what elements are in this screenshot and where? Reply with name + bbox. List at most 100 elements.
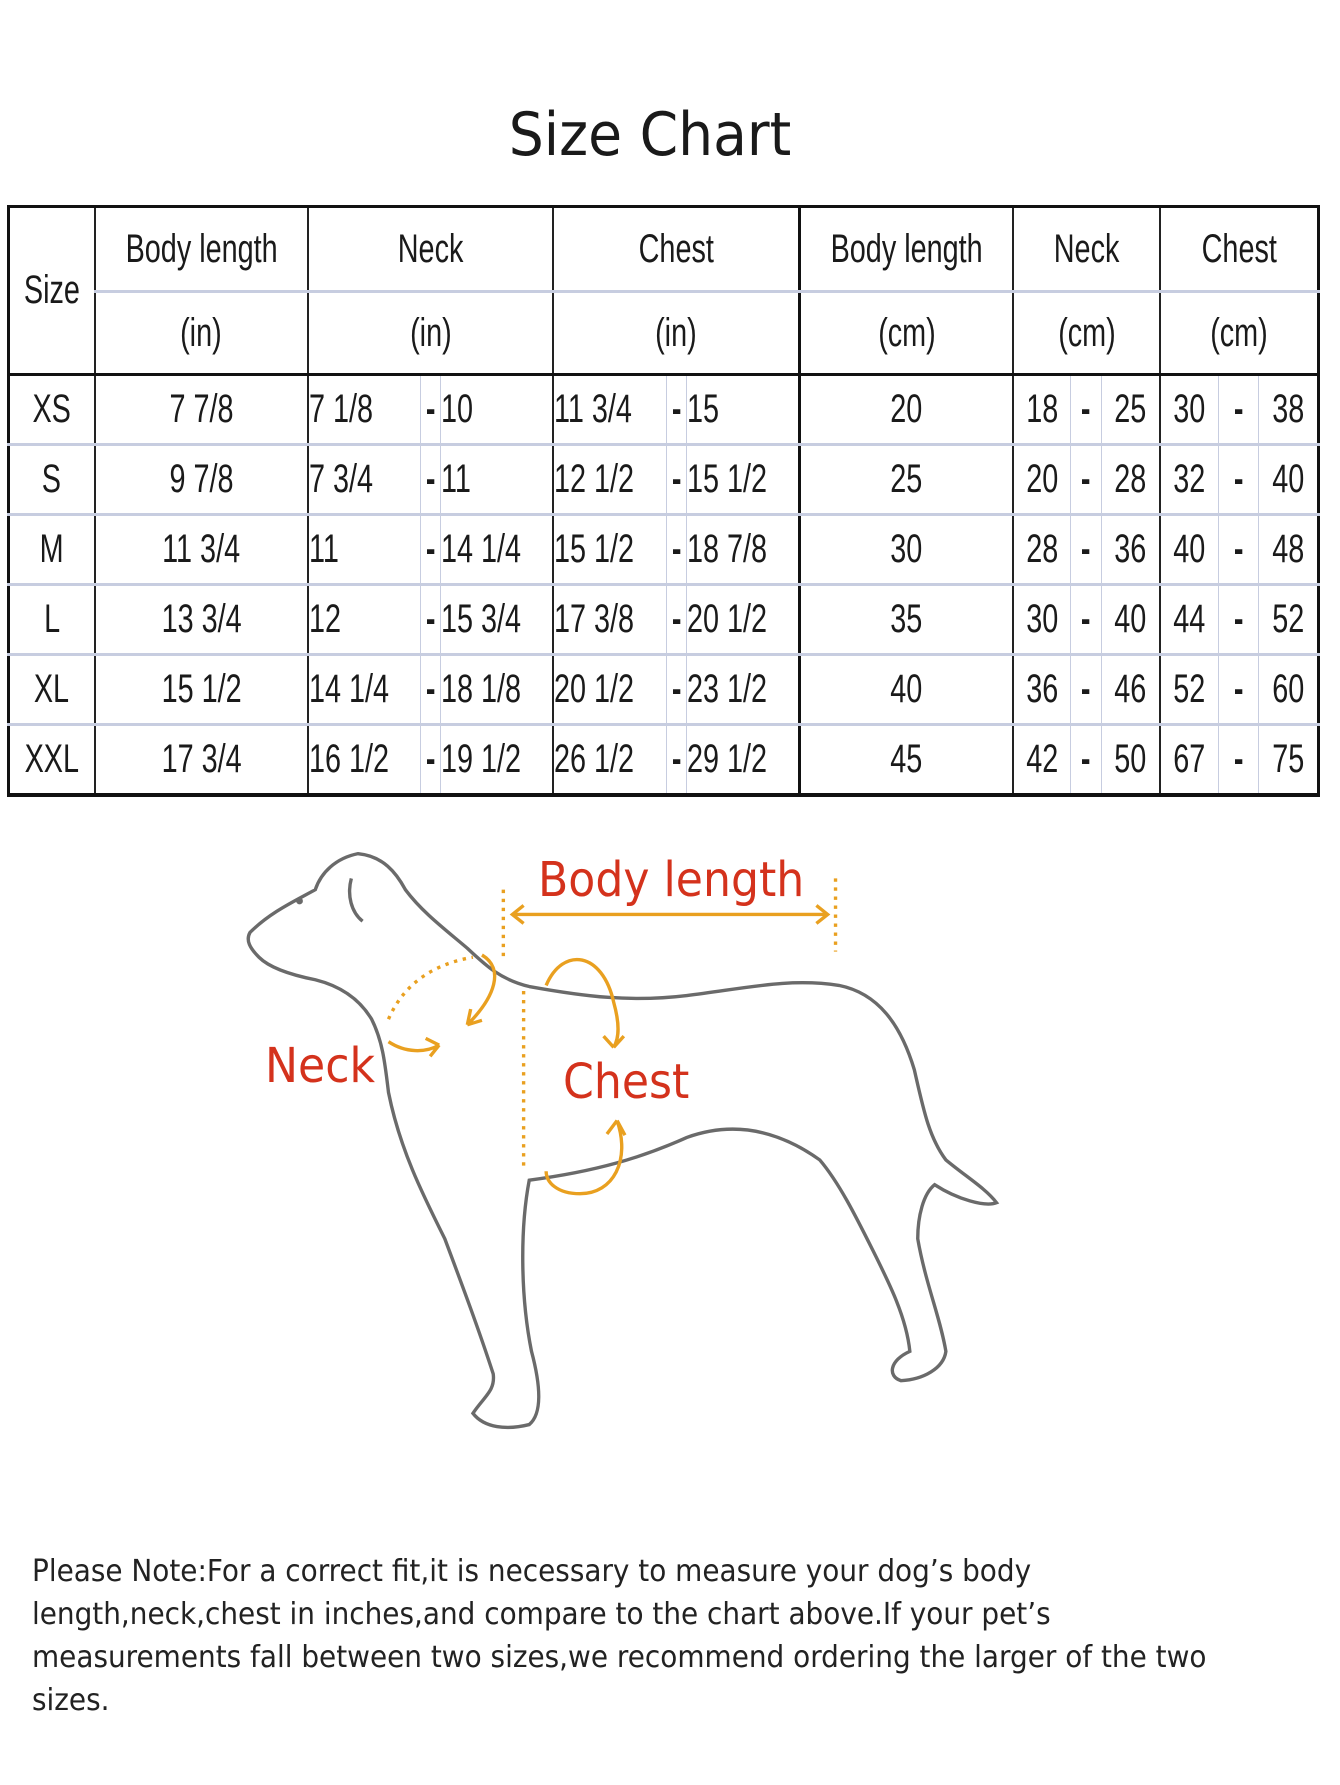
table-cell: 12 <box>306 584 422 656</box>
table-cell: 29 1/2 <box>685 724 801 795</box>
table-cell: 15 1/2 <box>93 654 309 726</box>
table-row: XS 7 7/8 7 1/8-10 11 3/4-15 20 18-25 30-38 <box>7 374 1320 446</box>
table-cell: 11 3/4 <box>552 374 667 446</box>
table-cell: 15 3/4 <box>440 584 555 656</box>
table-cell: 18 1/8 <box>440 654 555 726</box>
table-cell: 20 1/2 <box>685 584 801 656</box>
table-cell: L <box>7 584 96 656</box>
table-row: XL 15 1/2 14 1/4-18 1/8 20 1/2-23 1/2 40 36-4… <box>7 654 1320 726</box>
table-cell: 36 <box>1012 654 1072 726</box>
range-separator: - <box>420 374 442 446</box>
table-cell: 19 1/2 <box>440 724 555 795</box>
range-separator: - <box>665 444 687 516</box>
table-cell: 38 <box>1257 374 1320 446</box>
range-separator: - <box>1070 374 1103 446</box>
unit-header: (in) <box>306 291 555 376</box>
table-cell: 17 3/8 <box>552 584 667 656</box>
table-cell: 35 <box>797 584 1015 656</box>
range-separator: - <box>420 514 442 586</box>
table-cell: 13 3/4 <box>93 584 309 656</box>
page-title: Size Chart <box>508 100 792 170</box>
range-separator: - <box>1218 514 1259 586</box>
table-cell: 20 <box>797 374 1015 446</box>
size-header: Size <box>7 206 96 376</box>
range-separator: - <box>1218 654 1259 726</box>
table-cell: 67 <box>1158 724 1220 795</box>
group-header: Body length <box>93 206 309 293</box>
table-cell: 7 7/8 <box>93 374 309 446</box>
range-separator: - <box>420 584 442 656</box>
table-cell: 20 <box>1012 444 1072 516</box>
chest-arrow <box>544 957 626 1049</box>
table-cell: 52 <box>1257 584 1320 656</box>
dog-eye <box>296 897 303 905</box>
range-separator: - <box>1070 584 1103 656</box>
table-cell: 11 <box>440 444 555 516</box>
range-separator: - <box>665 514 687 586</box>
table-cell: 40 <box>1158 514 1220 586</box>
table-cell: 26 1/2 <box>552 724 667 795</box>
range-separator: - <box>665 374 687 446</box>
table-cell: 7 1/8 <box>306 374 422 446</box>
neck-arrow <box>465 953 497 1027</box>
table-cell: 25 <box>1101 374 1161 446</box>
table-cell: 17 3/4 <box>93 724 309 795</box>
range-separator: - <box>1218 444 1259 516</box>
group-header: Neck <box>1012 206 1161 293</box>
group-header: Chest <box>1158 206 1320 293</box>
table-cell: 28 <box>1101 444 1161 516</box>
range-separator: - <box>665 654 687 726</box>
table-cell: 28 <box>1012 514 1072 586</box>
table-cell: 40 <box>1101 584 1161 656</box>
table-cell: 30 <box>1158 374 1220 446</box>
table-cell: 42 <box>1012 724 1072 795</box>
table-row: M 11 3/4 11-14 1/4 15 1/2-18 7/8 30 28-36 40-4… <box>7 514 1320 586</box>
table-row: XXL 17 3/4 16 1/2-19 1/2 26 1/2-29 1/2 45 42-… <box>7 724 1320 795</box>
table-cell: 15 1/2 <box>685 444 801 516</box>
size-table: Size Body length Neck Chest Body length … <box>7 205 1320 797</box>
unit-header: (in) <box>552 291 801 376</box>
table-cell: 36 <box>1101 514 1161 586</box>
table-cell: 40 <box>1257 444 1320 516</box>
table-cell: 7 3/4 <box>306 444 422 516</box>
dog-outline <box>246 851 1000 1430</box>
table-cell: 30 <box>1012 584 1072 656</box>
table-cell: 15 1/2 <box>552 514 667 586</box>
unit-header: (cm) <box>1012 291 1161 376</box>
dog-ear <box>347 877 364 923</box>
neck-label: Neck <box>265 1038 376 1094</box>
unit-header: (cm) <box>1158 291 1320 376</box>
table-cell: 45 <box>797 724 1015 795</box>
range-separator: - <box>1070 514 1103 586</box>
range-separator: - <box>665 584 687 656</box>
measurement-guides <box>386 878 838 1196</box>
table-cell: 52 <box>1158 654 1220 726</box>
group-header: Neck <box>306 206 555 293</box>
body-length-label: Body length <box>538 852 805 908</box>
table-cell: 11 3/4 <box>93 514 309 586</box>
table-cell: 75 <box>1257 724 1320 795</box>
table-cell: 14 1/4 <box>306 654 422 726</box>
table-cell: 40 <box>797 654 1015 726</box>
table-cell: 14 1/4 <box>440 514 555 586</box>
table-cell: 9 7/8 <box>93 444 309 516</box>
range-separator: - <box>665 724 687 795</box>
table-cell: 15 <box>685 374 801 446</box>
table-cell: XXL <box>7 724 96 795</box>
table-cell: 11 <box>306 514 422 586</box>
table-cell: 44 <box>1158 584 1220 656</box>
header-row: Size Body length Neck Chest Body length … <box>7 206 1320 376</box>
range-separator: - <box>1218 374 1259 446</box>
table-cell: 18 <box>1012 374 1072 446</box>
table-cell: XS <box>7 374 96 446</box>
table-cell: 48 <box>1257 514 1320 586</box>
table-cell: 25 <box>797 444 1015 516</box>
table-cell: 46 <box>1101 654 1161 726</box>
range-separator: - <box>420 724 442 795</box>
table-cell: XL <box>7 654 96 726</box>
fit-note: Please Note:For a correct fit,it is nece… <box>32 1554 1207 1718</box>
table-cell: 18 7/8 <box>685 514 801 586</box>
table-cell: 30 <box>797 514 1015 586</box>
